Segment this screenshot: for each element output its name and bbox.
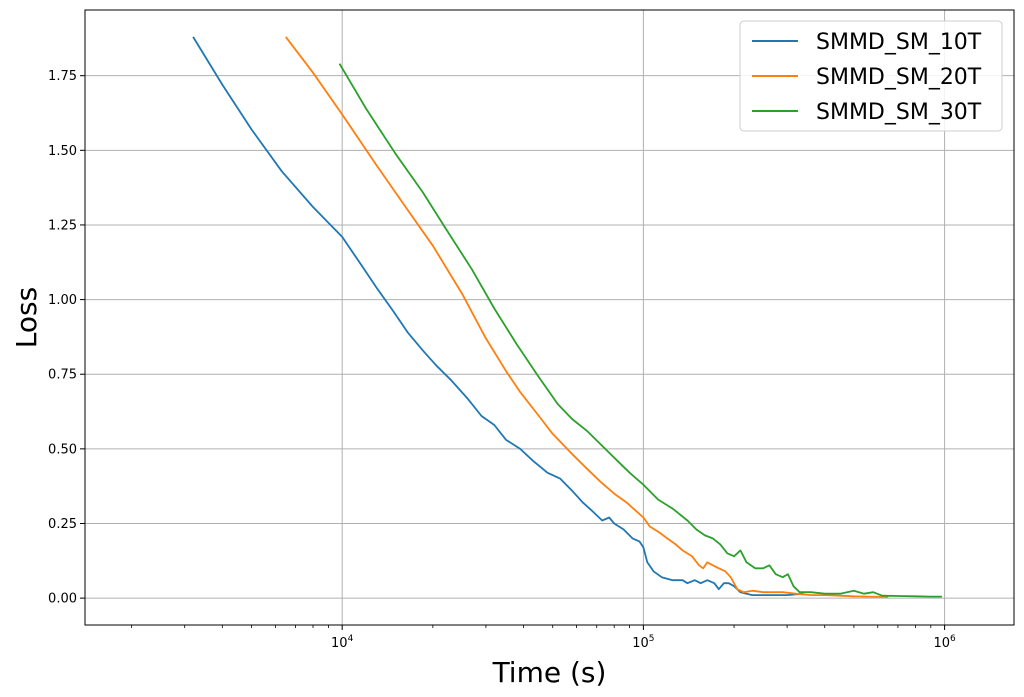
x-tick-label: 105: [632, 634, 654, 651]
plot-frame: [84, 9, 1015, 626]
series-line: [285, 36, 889, 598]
series-line: [338, 63, 942, 598]
legend-label: SMMD_SM_10T: [816, 30, 982, 55]
legend-box: [739, 20, 1003, 132]
axis-ticks: 0.00 0.25 0.50 0.75 1.00 1.25 1.50 1.75 104 105 10…: [48, 69, 956, 651]
y-tick-label: 0.75: [48, 368, 77, 383]
y-tick-label: 0.50: [48, 442, 77, 457]
y-tick-label: 1.75: [48, 69, 77, 84]
legend: SMMD_SM_10T SMMD_SM_20T SMMD_SM_30T: [739, 20, 1003, 132]
x-tick-label: 104: [331, 634, 354, 651]
y-axis-title: Loss: [10, 287, 43, 348]
y-tick-label: 1.50: [48, 144, 77, 159]
series-lines: [192, 36, 942, 598]
y-tick-label: 1.00: [48, 293, 77, 308]
series-line: [192, 36, 804, 596]
y-tick-label: 1.25: [48, 218, 77, 233]
legend-label: SMMD_SM_20T: [816, 65, 982, 90]
y-tick-label: 0.25: [48, 517, 77, 532]
x-axis-title: Time (s): [492, 656, 607, 689]
legend-label: SMMD_SM_30T: [816, 100, 982, 125]
y-tick-label: 0.00: [48, 592, 77, 607]
x-tick-label: 106: [933, 634, 956, 651]
